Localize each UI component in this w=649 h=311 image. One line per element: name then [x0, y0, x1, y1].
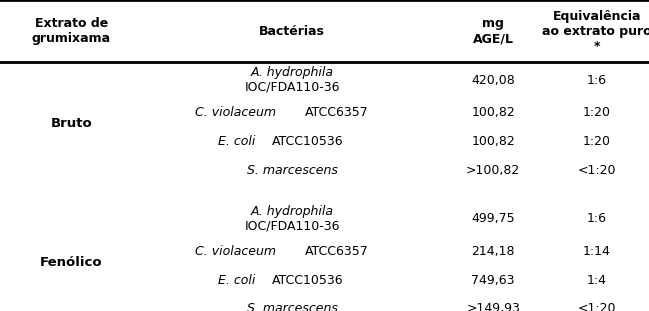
Text: IOC/FDA110-36: IOC/FDA110-36	[244, 220, 340, 232]
Text: Equivalência
ao extrato puro
*: Equivalência ao extrato puro *	[543, 10, 649, 53]
Text: ATCC6357: ATCC6357	[305, 106, 369, 119]
Text: 1:6: 1:6	[587, 74, 607, 86]
Text: C. violaceum: C. violaceum	[195, 106, 280, 119]
Text: 1:4: 1:4	[587, 274, 607, 286]
Text: A. hydrophila: A. hydrophila	[251, 205, 334, 218]
Text: 100,82: 100,82	[471, 106, 515, 119]
Text: 214,18: 214,18	[471, 245, 515, 258]
Text: ATCC10536: ATCC10536	[272, 274, 343, 286]
Text: S. marcescens: S. marcescens	[247, 164, 337, 177]
Text: E. coli: E. coli	[219, 274, 260, 286]
Text: <1:20: <1:20	[578, 164, 617, 177]
Text: Bruto: Bruto	[51, 117, 92, 130]
Text: A. hydrophila: A. hydrophila	[251, 67, 334, 79]
Text: Extrato de
grumixama: Extrato de grumixama	[32, 17, 111, 45]
Text: 100,82: 100,82	[471, 135, 515, 148]
Text: 1:20: 1:20	[583, 135, 611, 148]
Text: mg
AGE/L: mg AGE/L	[472, 17, 514, 45]
Text: >149,93: >149,93	[466, 303, 520, 311]
Text: IOC/FDA110-36: IOC/FDA110-36	[244, 81, 340, 94]
Text: 420,08: 420,08	[471, 74, 515, 86]
Text: >100,82: >100,82	[466, 164, 520, 177]
Text: 1:20: 1:20	[583, 106, 611, 119]
Text: Bactérias: Bactérias	[259, 25, 325, 38]
Text: E. coli: E. coli	[219, 135, 260, 148]
Text: S. marcescens: S. marcescens	[247, 303, 337, 311]
Text: 499,75: 499,75	[471, 212, 515, 225]
Text: C. violaceum: C. violaceum	[195, 245, 280, 258]
Text: 1:14: 1:14	[583, 245, 611, 258]
Text: 1:6: 1:6	[587, 212, 607, 225]
Text: ATCC10536: ATCC10536	[272, 135, 343, 148]
Text: Fenólico: Fenólico	[40, 256, 103, 269]
Text: 749,63: 749,63	[471, 274, 515, 286]
Text: <1:20: <1:20	[578, 303, 617, 311]
Text: ATCC6357: ATCC6357	[305, 245, 369, 258]
